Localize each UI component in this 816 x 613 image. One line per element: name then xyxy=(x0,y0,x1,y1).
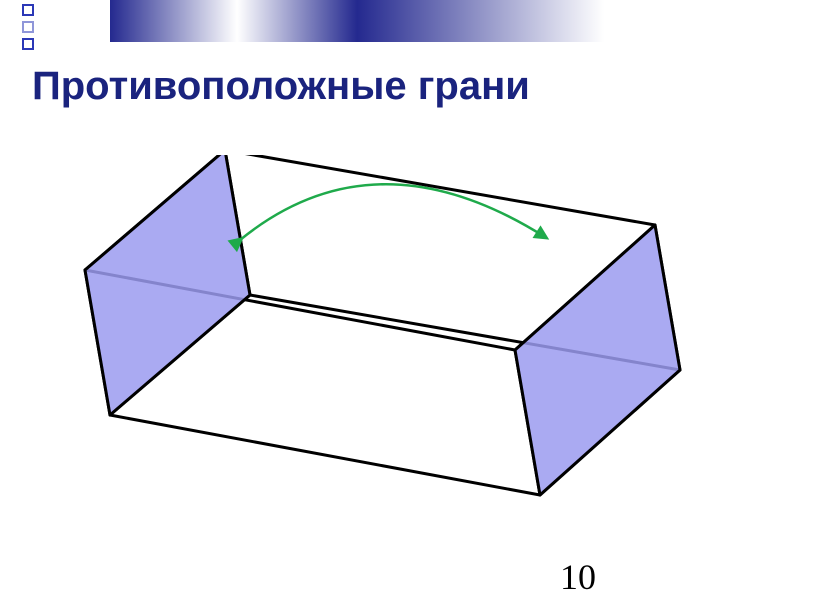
header-band xyxy=(0,0,816,42)
parallelepiped-diagram xyxy=(70,155,730,535)
bullet-icon xyxy=(22,38,34,50)
slide-title: Противоположные грани xyxy=(32,64,530,109)
page-number: 10 xyxy=(560,556,596,598)
bullet-icon xyxy=(22,21,34,33)
bullet-icon xyxy=(22,4,34,16)
header-bullets xyxy=(22,4,34,50)
